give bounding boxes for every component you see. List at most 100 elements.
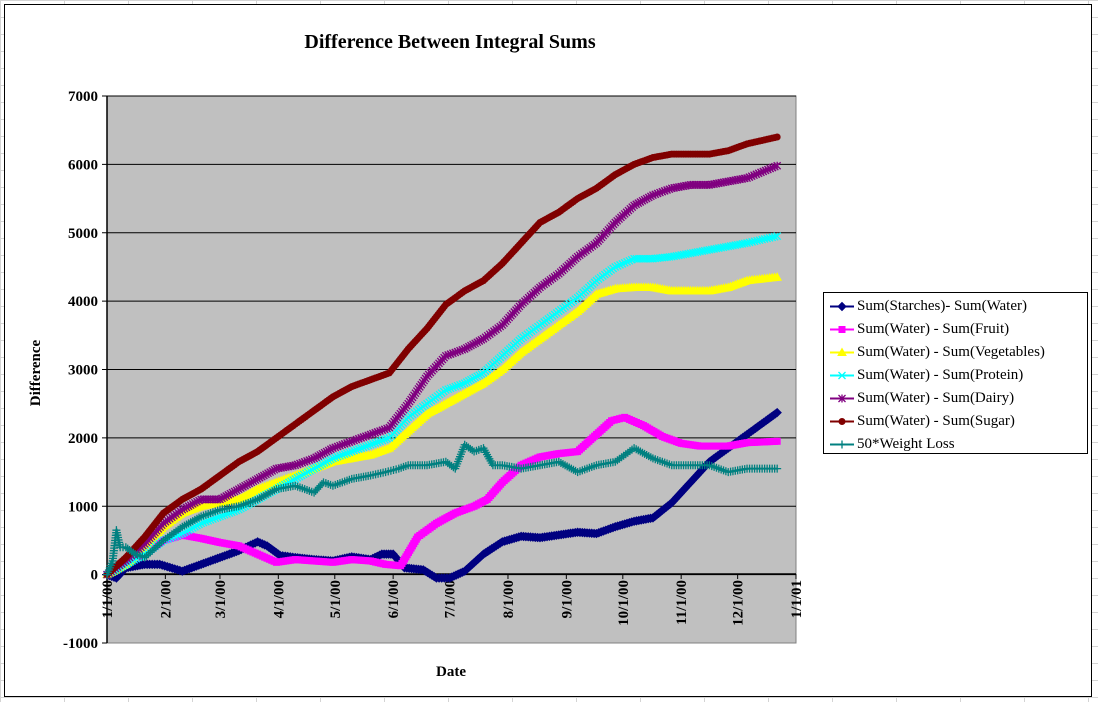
legend-label: Sum(Water) - Sum(Protein) <box>857 367 1024 383</box>
legend-swatch-marker <box>838 394 846 403</box>
y-tick-label: 4000 <box>68 294 98 310</box>
legend-swatch <box>830 394 854 403</box>
data-point <box>625 256 634 265</box>
data-point <box>444 385 453 394</box>
legend-swatch <box>830 440 854 449</box>
chart-title: Difference Between Integral Sums <box>304 31 595 53</box>
data-point <box>336 451 344 460</box>
data-point <box>129 548 138 557</box>
x-tick-label: 11/1/00 <box>674 580 690 625</box>
x-tick-label: 2/1/00 <box>158 580 174 618</box>
data-point <box>477 370 486 379</box>
y-tick-label: 1000 <box>68 499 98 515</box>
legend-swatch <box>830 347 854 356</box>
legend-label: Sum(Starches)- Sum(Water) <box>857 298 1027 314</box>
data-point <box>285 478 293 487</box>
data-point <box>146 548 155 557</box>
legend: Sum(Starches)- Sum(Water) Sum(Water) - Su… <box>823 292 1088 454</box>
data-point <box>316 461 325 470</box>
legend-item: Sum(Water) - Sum(Protein) <box>824 364 1087 387</box>
legend-swatch-marker <box>837 301 847 312</box>
data-point <box>310 464 319 473</box>
data-point <box>772 407 782 418</box>
data-point <box>314 462 323 471</box>
data-point <box>611 262 620 271</box>
data-point <box>464 376 473 385</box>
legend-label: Sum(Water) - Sum(Fruit) <box>857 321 1010 337</box>
data-point <box>458 380 467 388</box>
data-point <box>446 384 455 393</box>
y-tick-label: 0 <box>91 568 99 584</box>
data-point <box>297 471 306 480</box>
data-point <box>466 375 475 384</box>
data-point <box>299 470 308 479</box>
legend-swatch-marker <box>838 326 846 333</box>
data-point <box>153 541 162 550</box>
data-point <box>773 133 781 141</box>
data-point <box>305 466 314 475</box>
axes: 7000 6000 5000 4000 3000 2000 1000 0 -1000 1/1/00… <box>63 89 805 652</box>
data-point <box>320 458 329 467</box>
x-tick-label: 4/1/00 <box>271 580 287 618</box>
legend-swatch <box>830 418 854 425</box>
series-group <box>102 133 783 583</box>
y-tick-label: 7000 <box>68 89 98 105</box>
legend-swatch <box>830 371 854 380</box>
data-point <box>364 441 373 450</box>
legend-swatch <box>830 301 854 312</box>
legend-swatch-marker <box>838 418 846 425</box>
data-point <box>347 447 356 456</box>
legend-item: Sum(Water) - Sum(Vegetables) <box>824 341 1087 364</box>
data-point <box>295 472 304 481</box>
legend-label: 50*Weight Loss <box>857 436 955 452</box>
legend-item: Sum(Water) - Sum(Dairy) <box>824 387 1087 410</box>
data-point <box>471 373 480 382</box>
data-point <box>620 258 629 267</box>
data-point <box>627 255 636 264</box>
data-point <box>366 440 375 449</box>
chart-area: Difference Between Integral Sums 7000 600… <box>4 4 1092 697</box>
data-point <box>462 378 471 386</box>
data-point <box>361 442 370 451</box>
data-point <box>338 451 347 459</box>
data-point <box>328 454 337 463</box>
y-tick-label: 6000 <box>68 157 98 173</box>
data-point <box>383 434 391 443</box>
series-7 <box>103 440 782 579</box>
x-tick-label: 1/1/01 <box>789 580 805 618</box>
data-point <box>148 546 157 555</box>
data-point <box>301 469 310 478</box>
legend-item: Sum(Starches)- Sum(Water) <box>824 295 1087 318</box>
x-tick-label: 10/1/00 <box>616 580 632 626</box>
x-tick-label: 3/1/00 <box>213 580 229 618</box>
data-point <box>772 272 783 281</box>
data-point <box>441 386 450 394</box>
data-point <box>343 449 351 458</box>
data-point <box>357 444 366 453</box>
data-point <box>368 439 377 448</box>
data-point <box>453 381 462 390</box>
x-tick-label: 12/1/00 <box>731 580 747 626</box>
legend-item: Sum(Water) - Sum(Sugar) <box>824 410 1087 433</box>
data-point <box>359 443 368 452</box>
data-point <box>376 437 384 446</box>
data-point <box>150 544 159 553</box>
data-point <box>378 436 387 445</box>
data-point <box>333 452 342 461</box>
legend-swatch <box>830 326 854 333</box>
data-point <box>155 539 164 548</box>
data-point <box>380 435 389 444</box>
legend-swatch-marker <box>838 371 846 380</box>
data-point <box>371 439 380 447</box>
data-point <box>312 463 321 472</box>
data-point <box>345 448 354 457</box>
series-6 <box>103 133 781 579</box>
x-tick-label: 5/1/00 <box>328 580 344 618</box>
data-point <box>469 374 478 383</box>
legend-label: Sum(Water) - Sum(Sugar) <box>857 413 1015 429</box>
data-point <box>350 446 359 455</box>
data-point <box>473 372 482 381</box>
data-point <box>773 464 782 473</box>
data-point <box>773 437 781 445</box>
data-point <box>140 553 149 562</box>
